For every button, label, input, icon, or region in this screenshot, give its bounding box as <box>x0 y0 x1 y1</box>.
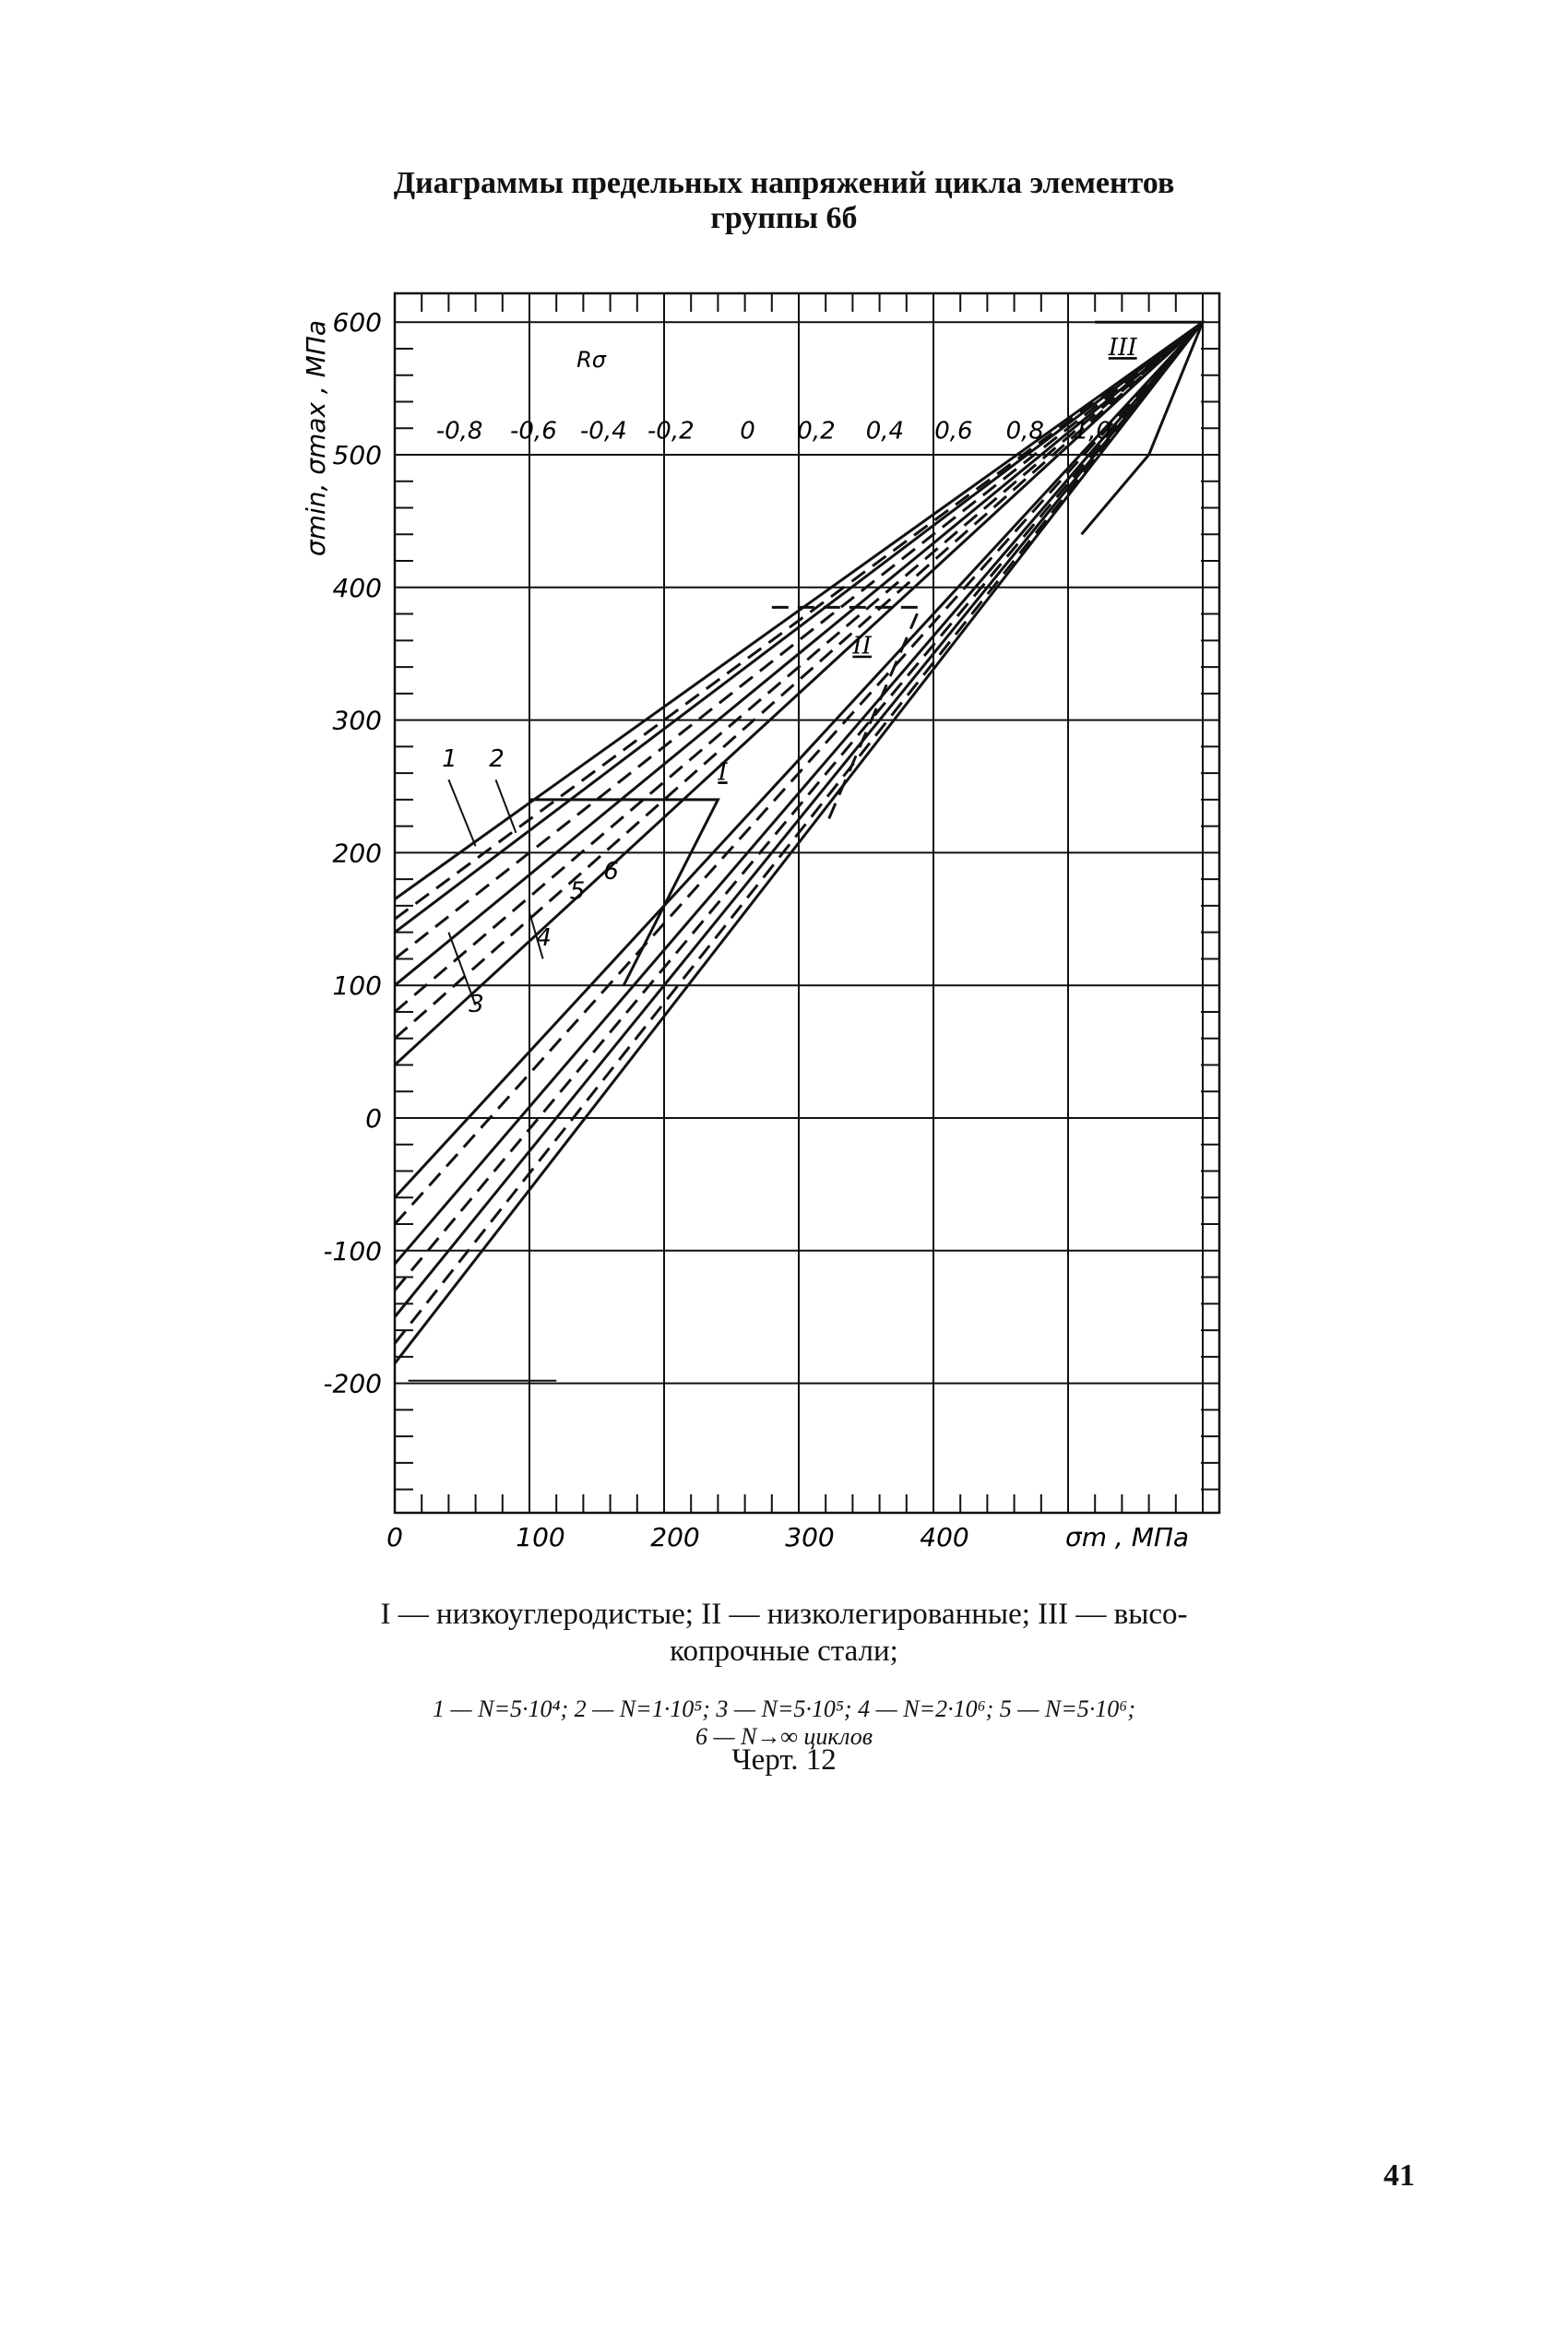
limit-curve <box>394 321 1204 934</box>
ratio-tick-label: -0,6 <box>510 418 557 446</box>
limit-curve <box>393 321 1205 1345</box>
ratio-tick-label: 0,6 <box>934 418 972 446</box>
chart-grid <box>394 293 1219 1513</box>
ratio-tick-label: -0,4 <box>580 418 627 446</box>
ratio-tick-label: 0,2 <box>797 418 835 446</box>
limit-curve <box>393 321 1205 1199</box>
y-tick-label: 100 <box>333 970 382 1001</box>
x-tick-label: 0 <box>386 1522 403 1552</box>
group-III-boundary <box>1080 320 1206 536</box>
limit-curve <box>394 321 1204 1014</box>
legend-cycles-line-1: 1 — N=5·10⁴; 2 — N=1·10⁵; 3 — N=5·10⁵; 4… <box>432 1695 1135 1722</box>
label-leader <box>529 911 544 959</box>
axis-ticks <box>395 293 1219 1513</box>
limit-curve <box>393 321 1205 1066</box>
curve-label: 5 <box>570 878 586 906</box>
y-tick-label: 0 <box>365 1103 382 1134</box>
group-I-boundary <box>529 798 720 986</box>
chart-frame <box>393 291 1221 1515</box>
cycles-legend: 1 — N=5·10⁴; 2 — N=1·10⁵; 3 — N=5·10⁵; 4… <box>231 1695 1337 1751</box>
limit-curve <box>393 321 1205 1266</box>
y-tick-label: 500 <box>333 440 382 470</box>
y-tick-label: 400 <box>333 573 382 603</box>
ratio-tick-label: -0,2 <box>647 418 695 446</box>
title-line-1: Диаграммы предельных напряжений цикла эл… <box>393 166 1175 200</box>
y-tick-label: 300 <box>333 706 382 736</box>
limit-curve <box>394 320 1204 900</box>
y-axis-label: σmin, σmax , МПа <box>301 320 331 556</box>
group-label: III <box>1108 334 1138 362</box>
y-tick-label: -100 <box>323 1236 382 1267</box>
x-axis-label: σm , МПа <box>1065 1522 1189 1552</box>
y-tick-label: 600 <box>333 307 382 338</box>
ratio-tick-label: 0 <box>740 418 755 446</box>
ratio-tick-label: 1,0 <box>1074 418 1111 446</box>
x-tick-label: 400 <box>920 1522 968 1552</box>
legend-groups-line-2: копрочные стали; <box>670 1635 898 1668</box>
y-tick-label: -200 <box>323 1369 382 1399</box>
ratio-tick-label: 0,8 <box>1006 418 1044 446</box>
label-leader <box>447 932 477 1006</box>
label-leader <box>494 779 517 834</box>
frame-rect <box>393 291 1221 1515</box>
chart-curves <box>393 320 1206 1364</box>
legend-cycles-line-2: 6 — N→∞ циклов <box>695 1723 873 1750</box>
x-tick-label: 100 <box>516 1522 564 1552</box>
y-tick-label: 200 <box>333 838 382 868</box>
curve-label: 1 <box>442 745 457 773</box>
limit-curve <box>393 321 1205 1291</box>
label-leader <box>447 779 477 847</box>
page-number: 41 <box>1384 2159 1415 2193</box>
limit-curve <box>394 321 1204 987</box>
group-label: II <box>851 633 872 660</box>
ratio-tick-label: 0,4 <box>866 418 904 446</box>
ratio-tick-label: -0,8 <box>436 418 483 446</box>
legend-groups-line-1: I — низкоуглеродистые; II — низколегиров… <box>380 1598 1188 1631</box>
limit-curve <box>393 321 1205 1364</box>
limit-curve <box>393 321 1205 1318</box>
curve-label: 4 <box>536 924 552 952</box>
group-label: I <box>717 758 728 786</box>
ratio-label: Rσ <box>576 347 607 373</box>
steel-group-legend: I — низкоуглеродистые; II — низколегиров… <box>231 1596 1337 1670</box>
limit-curve <box>393 321 1205 1226</box>
x-tick-label: 300 <box>785 1522 834 1552</box>
title-line-2: группы 6б <box>710 201 858 235</box>
limit-curve <box>394 320 1204 921</box>
curve-label: 2 <box>489 745 505 773</box>
diagram-title: Диаграммы предельных напряжений цикла эл… <box>231 166 1337 236</box>
limit-curve <box>394 321 1204 960</box>
figure-caption: Черт. 12 <box>731 1743 837 1777</box>
x-tick-label: 200 <box>650 1522 699 1552</box>
curve-label: 6 <box>603 858 619 886</box>
